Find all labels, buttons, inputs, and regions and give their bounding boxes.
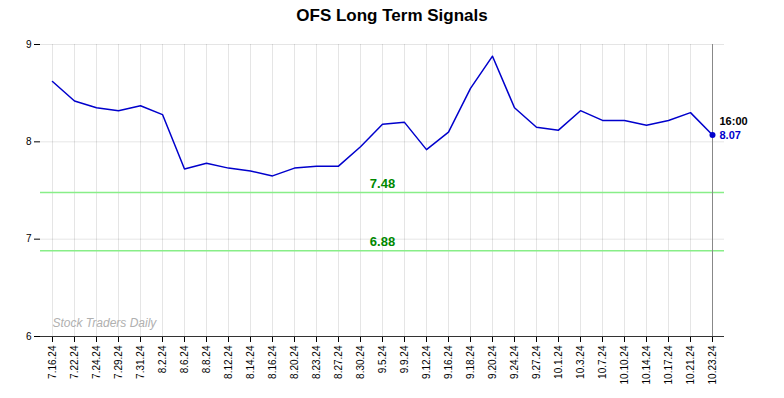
svg-text:8.30.24: 8.30.24 bbox=[355, 345, 366, 379]
svg-text:8.12.24: 8.12.24 bbox=[223, 345, 234, 379]
svg-text:8: 8 bbox=[26, 136, 32, 147]
svg-text:8.14.24: 8.14.24 bbox=[245, 345, 256, 379]
svg-text:10.1.24: 10.1.24 bbox=[553, 345, 564, 379]
svg-text:9.18.24: 9.18.24 bbox=[465, 345, 476, 379]
svg-text:Stock Traders Daily: Stock Traders Daily bbox=[53, 316, 158, 330]
svg-text:8.23.24: 8.23.24 bbox=[311, 345, 322, 379]
svg-text:16:00: 16:00 bbox=[720, 115, 748, 127]
svg-text:8.07: 8.07 bbox=[720, 129, 741, 141]
svg-text:8.27.24: 8.27.24 bbox=[333, 345, 344, 379]
svg-text:9.9.24: 9.9.24 bbox=[399, 345, 410, 373]
svg-text:8.16.24: 8.16.24 bbox=[267, 345, 278, 379]
svg-text:7.22.24: 7.22.24 bbox=[69, 345, 80, 379]
svg-text:8.20.24: 8.20.24 bbox=[289, 345, 300, 379]
svg-text:7: 7 bbox=[26, 233, 32, 244]
svg-text:9.12.24: 9.12.24 bbox=[421, 345, 432, 379]
svg-text:6.88: 6.88 bbox=[370, 234, 395, 249]
svg-text:7.31.24: 7.31.24 bbox=[135, 345, 146, 379]
svg-text:9.27.24: 9.27.24 bbox=[531, 345, 542, 379]
svg-text:10.23.24: 10.23.24 bbox=[707, 345, 718, 384]
svg-text:10.17.24: 10.17.24 bbox=[663, 345, 674, 384]
svg-text:9.20.24: 9.20.24 bbox=[487, 345, 498, 379]
svg-text:8.8.24: 8.8.24 bbox=[201, 345, 212, 373]
html-text:OFS Long Term Signals: OFS Long Term Signals bbox=[296, 6, 488, 25]
svg-text:9.5.24: 9.5.24 bbox=[377, 345, 388, 373]
svg-text:10.21.24: 10.21.24 bbox=[685, 345, 696, 384]
svg-text:9: 9 bbox=[26, 39, 32, 50]
svg-text:9.24.24: 9.24.24 bbox=[509, 345, 520, 379]
svg-text:8.2.24: 8.2.24 bbox=[157, 345, 168, 373]
svg-text:10.10.24: 10.10.24 bbox=[619, 345, 630, 384]
svg-text:7.29.24: 7.29.24 bbox=[113, 345, 124, 379]
svg-text:10.7.24: 10.7.24 bbox=[597, 345, 608, 379]
svg-text:10.14.24: 10.14.24 bbox=[641, 345, 652, 384]
svg-text:10.3.24: 10.3.24 bbox=[575, 345, 586, 379]
svg-text:7.48: 7.48 bbox=[370, 176, 395, 191]
svg-text:6: 6 bbox=[26, 331, 32, 342]
svg-text:8.6.24: 8.6.24 bbox=[179, 345, 190, 373]
svg-text:7.24.24: 7.24.24 bbox=[91, 345, 102, 379]
svg-text:9.16.24: 9.16.24 bbox=[443, 345, 454, 379]
svg-text:7.16.24: 7.16.24 bbox=[47, 345, 58, 379]
